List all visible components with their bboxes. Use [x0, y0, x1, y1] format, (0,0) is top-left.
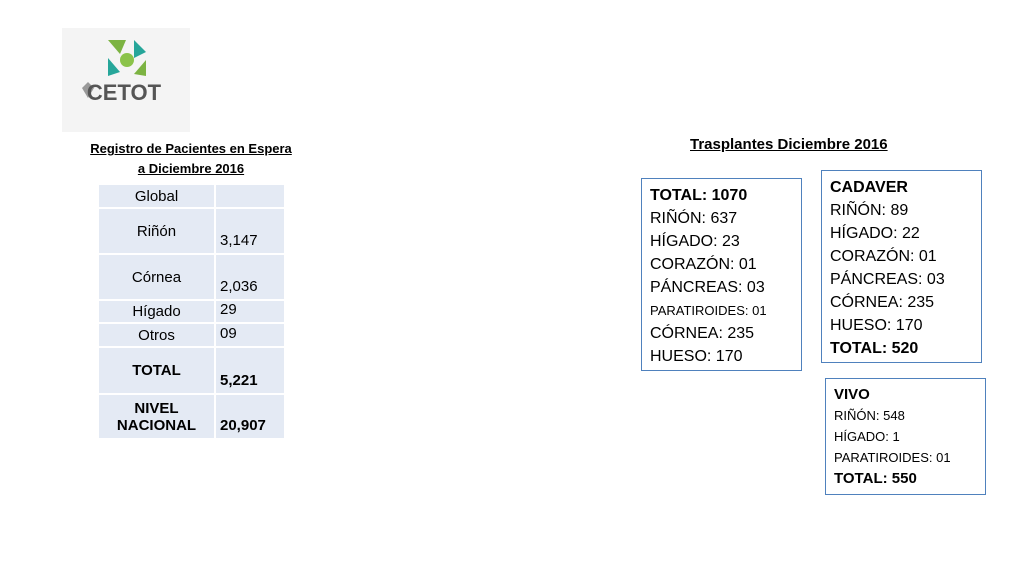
- box-line: RIÑÓN: 548: [834, 408, 905, 423]
- table-row: Córnea 2,036: [97, 253, 286, 301]
- table-cell: Hígado: [97, 299, 216, 324]
- box-line: HUESO: 170: [650, 348, 743, 365]
- table-row: Hígado 29: [97, 299, 286, 324]
- box-line: HÍGADO: 22: [830, 225, 920, 242]
- box-line: CORAZÓN: 01: [830, 248, 937, 265]
- table-cell: Córnea: [97, 253, 216, 301]
- box-line: RIÑÓN: 89: [830, 202, 909, 219]
- trasplantes-title: Trasplantes Diciembre 2016: [690, 136, 888, 153]
- box-line: PÁNCREAS: 03: [830, 271, 945, 288]
- box-line: HÍGADO: 23: [650, 233, 740, 250]
- table-cell: 09: [214, 322, 286, 348]
- table-cell: 5,221: [214, 346, 286, 395]
- table-cell: 29: [214, 299, 286, 324]
- box-line: PARATIROIDES: 01: [650, 303, 767, 318]
- table-cell: Otros: [97, 322, 216, 348]
- table-row: Riñón 3,147: [97, 207, 286, 255]
- table-row: Global: [97, 183, 286, 209]
- cadaver-box: CADAVER RIÑÓN: 89 HÍGADO: 22 CORAZÓN: 01 PÁN…: [821, 170, 982, 363]
- box-line: CÓRNEA: 235: [650, 325, 755, 342]
- box-line: CADAVER: [830, 179, 908, 196]
- box-line: TOTAL: 520: [830, 340, 919, 357]
- table-cell: 2,036: [214, 253, 286, 301]
- table-cell: Riñón: [97, 207, 216, 255]
- table-cell: NIVEL NACIONAL: [97, 393, 216, 440]
- waiting-table: Global Riñón 3,147 Córnea 2,036 Hígado 29 Otros…: [97, 183, 286, 440]
- table-row: NIVEL NACIONAL 20,907: [97, 393, 286, 440]
- table-cell: 20,907: [214, 393, 286, 440]
- registro-title: Registro de Pacientes en Espera: [90, 141, 292, 156]
- box-line: PARATIROIDES: 01: [834, 450, 951, 465]
- box-line: TOTAL: 1070: [650, 187, 748, 204]
- total-box: TOTAL: 1070 RIÑÓN: 637 HÍGADO: 23 CORAZÓN: …: [641, 178, 802, 371]
- table-cell: TOTAL: [97, 346, 216, 395]
- registro-title: a Diciembre 2016: [137, 161, 245, 176]
- logo: CETOT: [62, 28, 190, 132]
- box-line: TOTAL: 550: [834, 470, 917, 487]
- box-line: RIÑÓN: 637: [650, 210, 738, 227]
- logo-text: CETOT: [87, 80, 162, 105]
- vivo-box: VIVO RIÑÓN: 548 HÍGADO: 1 PARATIROIDES: 01 T…: [825, 378, 986, 495]
- table-cell: [214, 183, 286, 209]
- box-line: HÍGADO: 1: [834, 429, 900, 444]
- table-cell: 3,147: [214, 207, 286, 255]
- box-line: PÁNCREAS: 03: [650, 279, 765, 296]
- box-line: CORAZÓN: 01: [650, 256, 757, 273]
- box-line: CÓRNEA: 235: [830, 294, 935, 311]
- box-line: VIVO: [834, 386, 870, 403]
- table-cell: Global: [97, 183, 216, 209]
- table-row: Otros 09: [97, 322, 286, 348]
- table-row: TOTAL 5,221: [97, 346, 286, 395]
- box-line: HUESO: 170: [830, 317, 923, 334]
